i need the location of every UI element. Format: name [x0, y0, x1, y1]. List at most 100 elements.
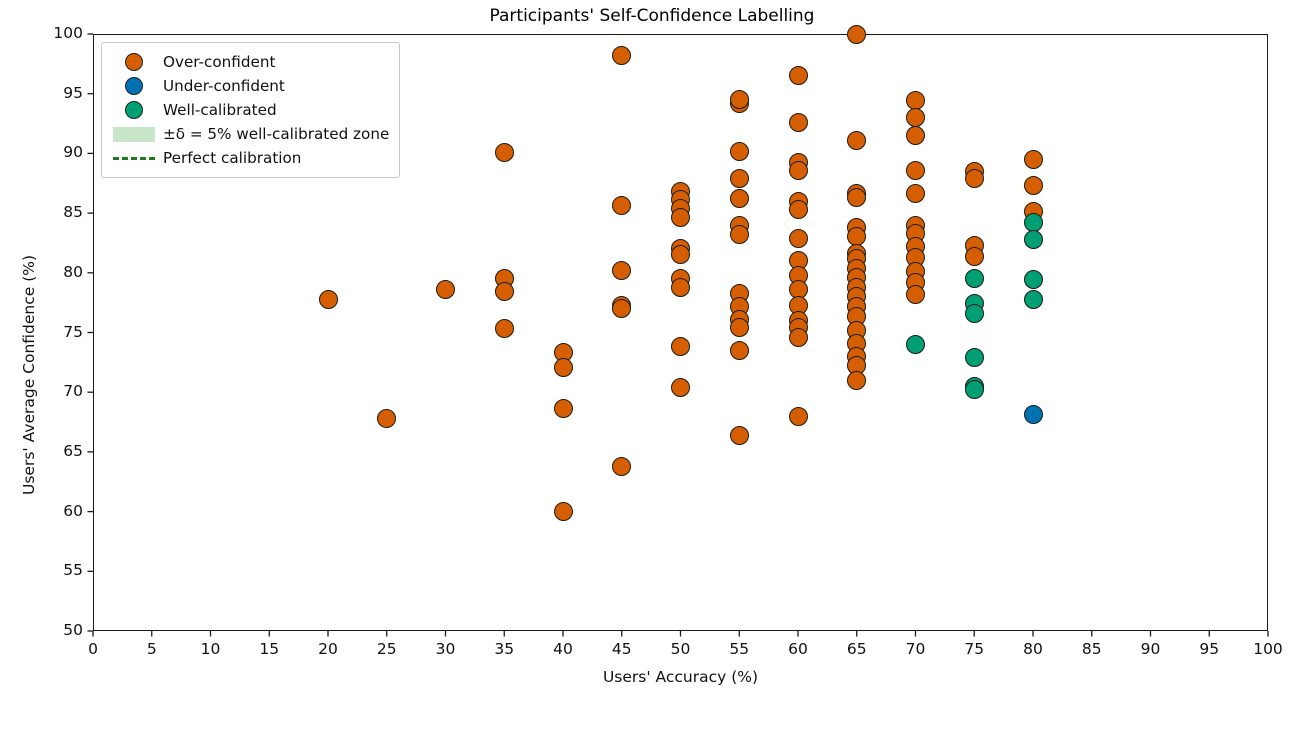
data-point — [494, 142, 514, 162]
data-point — [906, 108, 925, 128]
data-point — [671, 337, 690, 357]
data-point — [1023, 176, 1043, 196]
legend-label: ±δ = 5% well-calibrated zone — [163, 125, 390, 143]
legend-label: Under-confident — [163, 77, 285, 95]
data-point — [906, 334, 925, 354]
y-tick-label: 70 — [63, 382, 83, 401]
data-point — [729, 318, 749, 338]
x-tick-label: 70 — [905, 640, 926, 658]
y-tick-label: 50 — [63, 621, 83, 639]
legend-label: Well-calibrated — [163, 101, 277, 119]
data-point — [377, 408, 397, 428]
x-tick-label: 90 — [1140, 640, 1161, 658]
legend-item: Over-confident — [111, 50, 389, 74]
x-tick-label: 35 — [494, 640, 515, 658]
data-point — [729, 340, 749, 360]
axis-ticks — [87, 33, 1269, 637]
data-point — [906, 125, 925, 145]
x-tick-label: 45 — [611, 640, 632, 658]
data-point — [553, 399, 573, 419]
data-point — [906, 284, 925, 304]
data-point — [847, 24, 867, 44]
legend-label: Over-confident — [163, 53, 276, 71]
data-point — [788, 160, 808, 180]
legend-item: Well-calibrated — [111, 98, 389, 122]
data-point — [729, 189, 749, 209]
data-point — [847, 188, 867, 208]
x-tick-label: 20 — [318, 640, 338, 658]
data-point — [612, 456, 632, 476]
data-point — [729, 225, 749, 245]
data-point — [906, 160, 925, 180]
legend-marker-under-confident — [111, 77, 157, 95]
data-point — [436, 280, 455, 300]
data-point — [964, 380, 984, 400]
data-point — [553, 502, 573, 522]
data-point — [788, 406, 808, 426]
data-point — [671, 208, 690, 228]
x-tick-label: 80 — [1023, 640, 1043, 658]
legend-label: Perfect calibration — [163, 149, 302, 167]
chart-legend: Over-confident Under-confident Well-cali… — [101, 42, 401, 178]
data-point — [964, 348, 984, 368]
x-tick-label: 10 — [200, 640, 221, 658]
data-point — [729, 425, 749, 445]
data-point — [1023, 149, 1043, 169]
y-tick-label: 65 — [63, 441, 83, 460]
data-point — [494, 282, 514, 302]
y-tick-label: 100 — [53, 24, 83, 42]
chart-title: Participants' Self-Confidence Labelling — [489, 6, 815, 26]
data-point — [612, 299, 632, 319]
legend-marker-perfect-line — [111, 156, 157, 160]
y-axis-title: Users' Average Confidence (%) — [20, 254, 38, 495]
data-point — [788, 200, 808, 220]
data-point — [612, 196, 632, 216]
data-point — [847, 370, 867, 390]
x-tick-label: 75 — [964, 640, 985, 658]
data-point — [1023, 289, 1043, 309]
x-tick-label: 0 — [88, 640, 98, 658]
x-tick-label: 60 — [788, 640, 808, 658]
x-tick-label: 40 — [553, 640, 573, 658]
legend-item: Perfect calibration — [111, 146, 389, 170]
data-point — [847, 130, 867, 150]
data-point — [729, 141, 749, 161]
x-tick-label: 85 — [1081, 640, 1102, 658]
y-tick-label: 75 — [63, 322, 83, 341]
x-tick-label: 65 — [846, 640, 867, 658]
data-point — [788, 112, 808, 132]
y-tick-label: 95 — [63, 83, 83, 102]
data-point — [964, 168, 984, 188]
data-point — [1023, 229, 1043, 249]
data-point — [671, 277, 690, 297]
legend-marker-over-confident — [111, 53, 157, 71]
x-tick-label: 95 — [1199, 640, 1220, 658]
data-point — [671, 245, 690, 265]
y-tick-label: 85 — [63, 203, 83, 222]
data-point — [964, 246, 984, 266]
data-point — [612, 260, 632, 280]
x-tick-label: 55 — [729, 640, 750, 658]
y-tick-label: 55 — [63, 561, 83, 580]
x-tick-label: 50 — [670, 640, 691, 658]
data-point — [612, 45, 632, 65]
data-point — [1023, 405, 1043, 425]
legend-item: ±δ = 5% well-calibrated zone — [111, 122, 389, 146]
data-point — [553, 357, 573, 377]
x-tick-label: 5 — [146, 640, 157, 658]
legend-item: Under-confident — [111, 74, 389, 98]
data-point — [964, 269, 984, 289]
data-point — [729, 168, 749, 188]
data-point — [906, 184, 925, 204]
x-tick-label: 15 — [259, 640, 280, 658]
y-tick-label: 90 — [63, 143, 83, 162]
data-point — [671, 377, 690, 397]
x-tick-label: 100 — [1253, 640, 1283, 658]
y-tick-label: 60 — [63, 501, 83, 520]
data-point — [494, 319, 514, 339]
data-point — [729, 90, 749, 110]
x-axis-title: Users' Accuracy (%) — [602, 668, 759, 686]
legend-marker-zone-band — [111, 126, 157, 142]
